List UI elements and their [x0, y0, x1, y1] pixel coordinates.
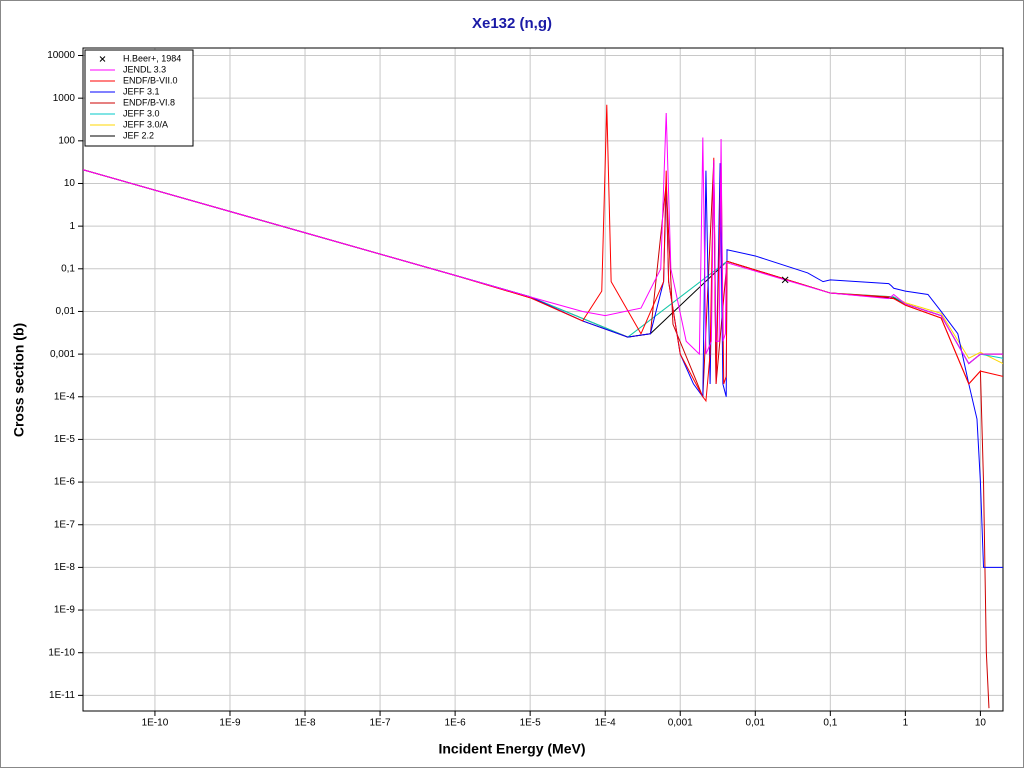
- series-line: [83, 112, 1003, 365]
- y-tick-label: 10000: [47, 50, 75, 61]
- series-line: [83, 104, 1003, 403]
- x-tick-label: 1E-4: [595, 718, 617, 729]
- y-tick-label: 0,01: [56, 306, 76, 317]
- legend-label: JEFF 3.1: [123, 86, 160, 96]
- y-tick-label: 0,001: [50, 349, 75, 360]
- data-point: [781, 276, 789, 284]
- plot-border: [82, 47, 1004, 712]
- x-tick-label: 1E-5: [520, 718, 542, 729]
- y-tick-label: 1: [69, 221, 75, 232]
- legend-label: JENDL 3.3: [123, 64, 166, 74]
- chart-title: Xe132 (n,g): [472, 15, 552, 32]
- x-axis-label: Incident Energy (MeV): [438, 741, 585, 757]
- y-tick-label: 1E-5: [54, 434, 76, 445]
- plot-area: [83, 104, 1003, 709]
- x-tick-label: 1E-6: [445, 718, 467, 729]
- y-tick-label: 1E-11: [49, 690, 75, 701]
- y-tick-label: 1E-10: [48, 647, 75, 658]
- series-line: [83, 163, 1003, 568]
- legend-box: [84, 49, 194, 147]
- legend-label: ENDF/B-VI.8: [123, 97, 175, 107]
- legend-label: JEFF 3.0: [123, 108, 160, 118]
- y-tick-label: 1E-7: [54, 519, 76, 530]
- y-tick-label: 0,1: [61, 263, 75, 274]
- x-tick-label: 1: [903, 718, 909, 729]
- y-tick-label: 1E-6: [54, 477, 76, 488]
- x-tick-label: 0,1: [823, 718, 837, 729]
- y-axis-label: Cross section (b): [11, 323, 27, 437]
- y-tick-label: 1E-8: [54, 562, 76, 573]
- x-tick-label: 1E-9: [219, 718, 241, 729]
- x-tick-label: 1E-8: [294, 718, 316, 729]
- x-tick-label: 0,001: [668, 718, 693, 729]
- y-tick-label: 1000: [53, 93, 76, 104]
- legend-label: ENDF/B-VII.0: [123, 75, 178, 85]
- legend-label: JEF 2.2: [123, 130, 154, 140]
- y-tick-label: 1E-4: [54, 391, 76, 402]
- y-tick-label: 10: [64, 178, 76, 189]
- x-tick-label: 0,01: [746, 718, 766, 729]
- y-tick-label: 1E-9: [54, 605, 76, 616]
- y-tick-label: 100: [58, 135, 75, 146]
- x-tick-label: 1E-10: [142, 718, 169, 729]
- legend-marker: [99, 56, 106, 62]
- x-tick-label: 1E-7: [370, 718, 392, 729]
- x-tick-label: 10: [975, 718, 987, 729]
- legend-label: H.Beer+, 1984: [123, 53, 181, 63]
- legend-label: JEFF 3.0/A: [123, 119, 168, 129]
